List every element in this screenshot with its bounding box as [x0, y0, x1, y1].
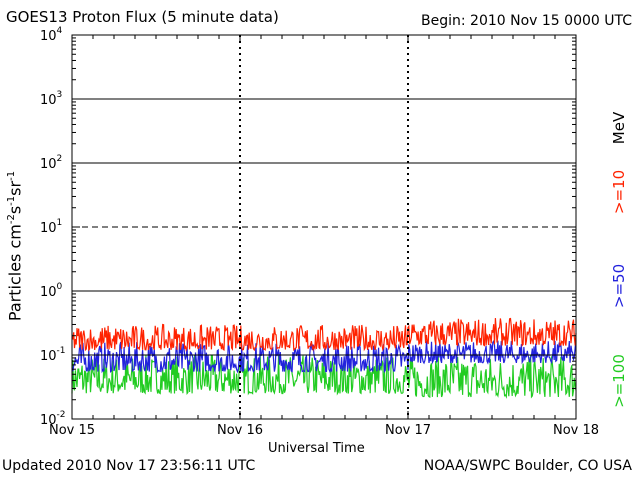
y-tick-exponent: -2 [57, 410, 66, 420]
y-tick-label: 102 [40, 154, 62, 172]
y-tick-exponent: 4 [57, 26, 63, 36]
legend-series-100: >=100 [610, 354, 628, 408]
y-tick-base: 10 [40, 413, 57, 428]
y-tick-base: 10 [40, 285, 57, 300]
y-tick-base: 10 [40, 349, 57, 364]
y-tick-exponent: 1 [57, 218, 63, 228]
legend-series-50: >=50 [610, 263, 628, 309]
series-line-ge50 [71, 339, 577, 374]
y-tick-label: 10-1 [40, 346, 66, 364]
updated-timestamp: Updated 2010 Nov 17 23:56:11 UTC [2, 458, 256, 474]
y-tick-exponent: -1 [57, 346, 66, 356]
legend-unit-label: MeV [610, 111, 628, 145]
y-tick-label: 10-2 [40, 410, 66, 428]
y-tick-base: 10 [40, 93, 57, 108]
series-line-ge10 [71, 317, 577, 352]
legend-series-10: >=10 [610, 169, 628, 215]
x-tick-label: Nov 15 [48, 423, 96, 438]
x-tick-label: Nov 17 [384, 423, 432, 438]
y-tick-label: 100 [40, 282, 63, 300]
y-tick-exponent: 2 [57, 154, 63, 164]
y-tick-label: 104 [40, 26, 63, 44]
begin-time: Begin: 2010 Nov 15 0000 UTC [421, 13, 632, 29]
y-tick-exponent: 3 [57, 90, 63, 100]
x-axis-label: Universal Time [268, 441, 365, 456]
y-tick-label: 101 [40, 218, 62, 236]
y-tick-base: 10 [40, 29, 57, 44]
y-tick-exponent: 0 [57, 282, 63, 292]
y-tick-label: 103 [40, 90, 62, 108]
x-tick-label: Nov 16 [216, 423, 264, 438]
y-tick-base: 10 [40, 157, 57, 172]
x-tick-label: Nov 18 [552, 423, 600, 438]
y-tick-base: 10 [40, 221, 57, 236]
chart-title: GOES13 Proton Flux (5 minute data) [6, 8, 279, 26]
source-credit: NOAA/SWPC Boulder, CO USA [423, 458, 632, 474]
